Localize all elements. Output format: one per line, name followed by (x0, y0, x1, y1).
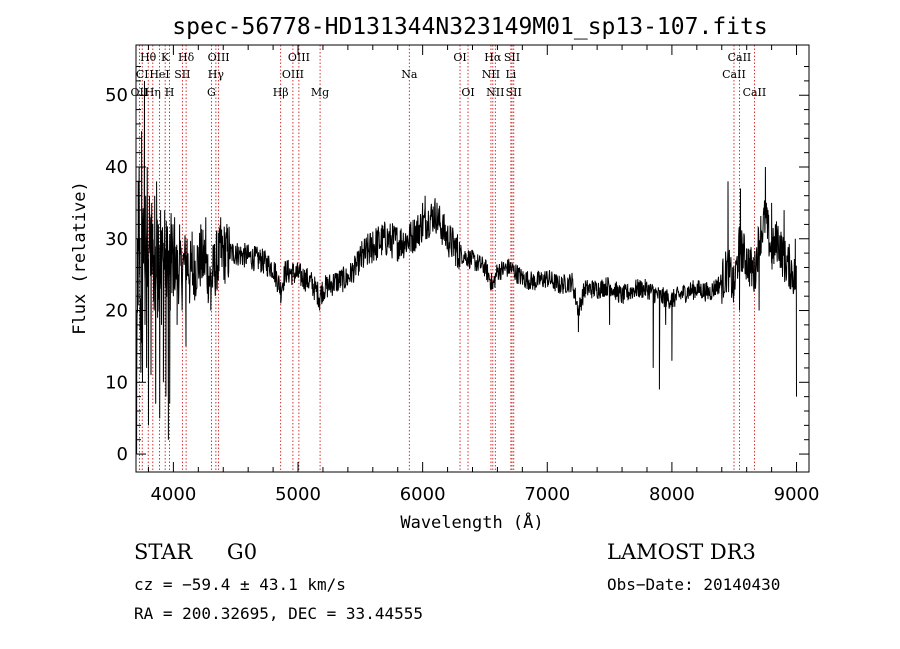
line-label: OI (453, 51, 466, 64)
x-tick-label: 8000 (649, 484, 695, 505)
line-label: OI (461, 86, 474, 99)
line-label: H (165, 86, 175, 99)
x-tick-label: 9000 (774, 484, 820, 505)
subclass-text: G0 (226, 540, 258, 564)
line-label: CaII (728, 51, 752, 64)
y-tick-label: 30 (105, 229, 128, 250)
class-text: STAR (134, 540, 193, 564)
line-label: Mg (311, 86, 329, 99)
y-tick-label: 20 (105, 301, 128, 322)
line-label: Hγ (208, 68, 225, 81)
object-class: STAR G0 (134, 540, 257, 564)
line-label: OIII (288, 51, 310, 64)
line-label: OII (131, 86, 149, 99)
y-tick-label: 40 (105, 157, 128, 178)
line-label: CaII (743, 86, 767, 99)
x-axis: 4000 5000 6000 7000 8000 9000 (147, 45, 820, 505)
line-label: Hα (484, 51, 502, 64)
line-label: SII (174, 68, 190, 81)
line-label: G (207, 86, 216, 99)
y-tick-label: 0 (117, 444, 128, 465)
line-label: NII (482, 68, 500, 81)
line-label: Hβ (273, 86, 289, 99)
line-label: Na (401, 68, 418, 81)
y-tick-label: 50 (105, 85, 128, 106)
line-label: Li (505, 68, 516, 81)
x-tick-label: 6000 (400, 484, 446, 505)
survey-label: LAMOST DR3 (607, 540, 756, 564)
line-label: OIII (208, 51, 230, 64)
line-label: SII (506, 86, 522, 99)
redshift-text: cz = −59.4 ± 43.1 km/s (134, 575, 346, 594)
y-tick-label: 10 (105, 372, 128, 393)
spectral-line-labels: OII CI Hθ Hη HeI K H SII Hδ G Hγ OIII Hβ OIII OIII Mg Na… (131, 51, 767, 99)
y-axis: 0 10 20 30 40 50 (105, 66, 809, 465)
obs-date-text: Obs−Date: 20140430 (607, 575, 781, 594)
spectrum-line (135, 80, 797, 455)
x-axis-label: Wavelength (Å) (400, 511, 543, 533)
chart-title: spec-56778-HD131344N323149M01_sp13-107.f… (172, 14, 767, 40)
line-label: Hθ (140, 51, 157, 64)
line-label: HeI (149, 68, 169, 81)
x-tick-label: 7000 (524, 484, 570, 505)
radec-text: RA = 200.32695, DEC = 33.44555 (134, 604, 423, 623)
line-label: OIII (282, 68, 304, 81)
line-label: K (161, 51, 170, 64)
line-label: Hη (145, 86, 161, 99)
x-tick-label: 4000 (150, 484, 196, 505)
x-tick-label: 5000 (275, 484, 321, 505)
y-axis-label: Flux (relative) (70, 181, 90, 335)
line-label: NII (486, 86, 504, 99)
line-label: Hδ (178, 51, 195, 64)
line-label: CI (136, 68, 149, 81)
line-label: SII (504, 51, 520, 64)
line-label: CaII (722, 68, 746, 81)
